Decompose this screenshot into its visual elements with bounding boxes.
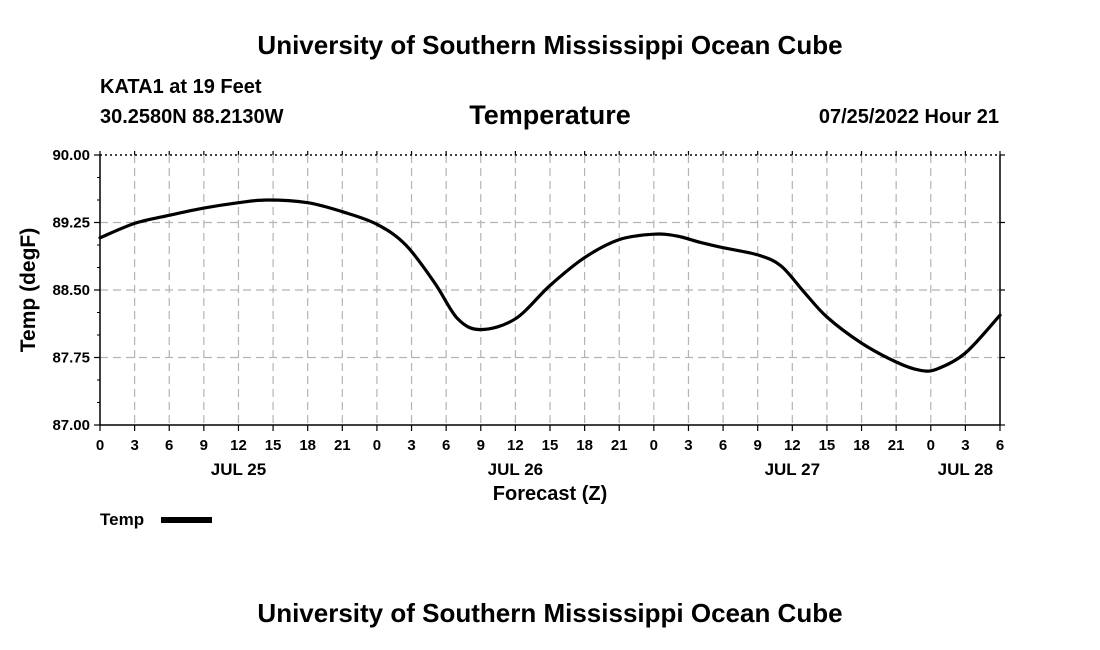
x-axis-title: Forecast (Z) bbox=[493, 483, 607, 505]
x-tick-label: 12 bbox=[507, 437, 524, 454]
x-tick-label: 9 bbox=[200, 437, 208, 454]
x-tick-label: 21 bbox=[611, 437, 628, 454]
x-tick-label: 15 bbox=[542, 437, 559, 454]
y-tick-label: 90.00 bbox=[52, 147, 90, 164]
legend-swatch bbox=[161, 517, 212, 523]
x-tick-label: 15 bbox=[819, 437, 836, 454]
footer-title: University of Southern Mississippi Ocean… bbox=[257, 598, 843, 628]
x-tick-label: 21 bbox=[334, 437, 351, 454]
temp-series-line bbox=[98, 198, 1002, 373]
station-label: KATA1 at 19 Feet bbox=[100, 76, 262, 98]
x-tick-label: 12 bbox=[230, 437, 247, 454]
axes bbox=[94, 151, 1005, 431]
date-label: JUL 25 bbox=[211, 460, 266, 479]
x-tick-label: 6 bbox=[165, 437, 173, 454]
y-axis-title: Temp (degF) bbox=[17, 228, 40, 352]
y-tick-label: 87.75 bbox=[52, 350, 90, 367]
x-tick-label: 9 bbox=[477, 437, 485, 454]
x-tick-label: 0 bbox=[650, 437, 658, 454]
chart-title: Temperature bbox=[469, 100, 631, 130]
x-tick-label: 3 bbox=[407, 437, 415, 454]
coordinates-label: 30.2580N 88.2130W bbox=[100, 106, 284, 128]
x-tick-label: 6 bbox=[719, 437, 727, 454]
date-label: JUL 28 bbox=[938, 460, 993, 479]
y-tick-label: 89.25 bbox=[52, 215, 90, 232]
x-tick-label: 0 bbox=[927, 437, 935, 454]
x-tick-label: 15 bbox=[265, 437, 282, 454]
x-tick-label: 3 bbox=[961, 437, 969, 454]
x-tick-label: 18 bbox=[853, 437, 870, 454]
axis-labels: 0 3 6 9 12 15 18 21 0 3 6 9 12 15 18 21 0 3 6 9 12 15 18 21 0 3 6 8… bbox=[52, 147, 1004, 479]
x-tick-label: 12 bbox=[784, 437, 801, 454]
x-tick-label: 0 bbox=[373, 437, 381, 454]
grid bbox=[100, 155, 1000, 425]
x-tick-label: 9 bbox=[754, 437, 762, 454]
x-tick-label: 18 bbox=[576, 437, 593, 454]
x-tick-label: 18 bbox=[299, 437, 316, 454]
date-label: JUL 26 bbox=[488, 460, 543, 479]
x-tick-label: 0 bbox=[96, 437, 104, 454]
y-tick-label: 88.50 bbox=[52, 282, 90, 299]
x-tick-label: 3 bbox=[684, 437, 692, 454]
forecast-datetime: 07/25/2022 Hour 21 bbox=[818, 106, 999, 128]
y-tick-label: 87.00 bbox=[52, 417, 90, 434]
x-tick-label: 6 bbox=[442, 437, 450, 454]
x-tick-label: 3 bbox=[130, 437, 138, 454]
x-tick-label: 6 bbox=[996, 437, 1004, 454]
x-tick-label: 21 bbox=[888, 437, 905, 454]
legend-label: Temp bbox=[100, 510, 145, 529]
date-label: JUL 27 bbox=[765, 460, 820, 479]
page-title: University of Southern Mississippi Ocean… bbox=[257, 30, 843, 60]
